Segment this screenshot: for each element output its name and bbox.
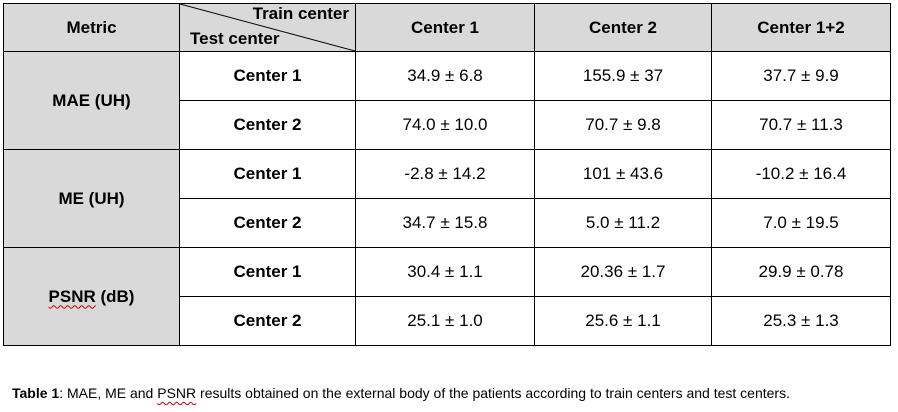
diagonal-line [180, 4, 355, 51]
train-center-label: Train center [252, 4, 349, 23]
value-cell: 20.36 ± 1.7 [534, 247, 712, 297]
test-center-cell: Center 2 [179, 296, 356, 346]
test-center-cell: Center 2 [179, 100, 356, 150]
column-header-center-1-2: Center 1+2 [711, 3, 891, 52]
value-cell: 34.7 ± 15.8 [355, 198, 535, 248]
table-row: ME (UH) Center 1 -2.8 ± 14.2 101 ± 43.6 … [3, 149, 891, 248]
value-cell: 25.3 ± 1.3 [711, 296, 891, 346]
value-cell: 155.9 ± 37 [534, 51, 712, 101]
value-cell: 5.0 ± 11.2 [534, 198, 712, 248]
test-center-cell: Center 2 [179, 198, 356, 248]
metric-cell-mae: MAE (UH) [3, 51, 180, 150]
caption-text-before: : MAE, ME and [59, 385, 158, 401]
metric-cell-psnr: PSNR (dB) [3, 247, 180, 346]
results-table: Metric Train center Test center Center 1… [3, 3, 891, 346]
caption-text-after: results obtained on the external body of… [196, 385, 790, 401]
value-cell: 37.7 ± 9.9 [711, 51, 891, 101]
value-cell: -2.8 ± 14.2 [355, 149, 535, 199]
column-header-center-2: Center 2 [534, 3, 712, 52]
metric-cell-me: ME (UH) [3, 149, 180, 248]
caption-label: Table 1 [12, 385, 60, 401]
value-cell: 70.7 ± 11.3 [711, 100, 891, 150]
table-row: MAE (UH) Center 1 34.9 ± 6.8 155.9 ± 37 … [3, 51, 891, 150]
caption-psnr: PSNR [157, 385, 197, 401]
test-center-cell: Center 1 [179, 51, 356, 101]
test-center-cell: Center 1 [179, 247, 356, 297]
value-cell: -10.2 ± 16.4 [711, 149, 891, 199]
header-row: Metric Train center Test center Center 1… [3, 3, 891, 52]
value-cell: 70.7 ± 9.8 [534, 100, 712, 150]
metric-header: Metric [3, 3, 180, 52]
value-cell: 101 ± 43.6 [534, 149, 712, 199]
table-row: PSNR (dB) Center 1 30.4 ± 1.1 20.36 ± 1.… [3, 247, 891, 346]
metric-psnr-suffix: (dB) [95, 286, 135, 306]
table-row: Center 2 25.1 ± 1.0 25.6 ± 1.1 25.3 ± 1.… [4, 296, 891, 346]
value-cell: 7.0 ± 19.5 [711, 198, 891, 248]
metric-psnr-prefix: PSNR [48, 286, 96, 306]
value-cell: 29.9 ± 0.78 [711, 247, 891, 297]
value-cell: 25.6 ± 1.1 [534, 296, 712, 346]
table-caption: Table 1: MAE, ME and PSNR results obtain… [12, 385, 790, 401]
value-cell: 25.1 ± 1.0 [355, 296, 535, 346]
diagonal-header-cell: Train center Test center [179, 3, 356, 52]
value-cell: 74.0 ± 10.0 [355, 100, 535, 150]
test-center-label: Test center [190, 29, 280, 48]
value-cell: 34.9 ± 6.8 [355, 51, 535, 101]
test-center-cell: Center 1 [179, 149, 356, 199]
column-header-center-1: Center 1 [355, 3, 535, 52]
value-cell: 30.4 ± 1.1 [355, 247, 535, 297]
